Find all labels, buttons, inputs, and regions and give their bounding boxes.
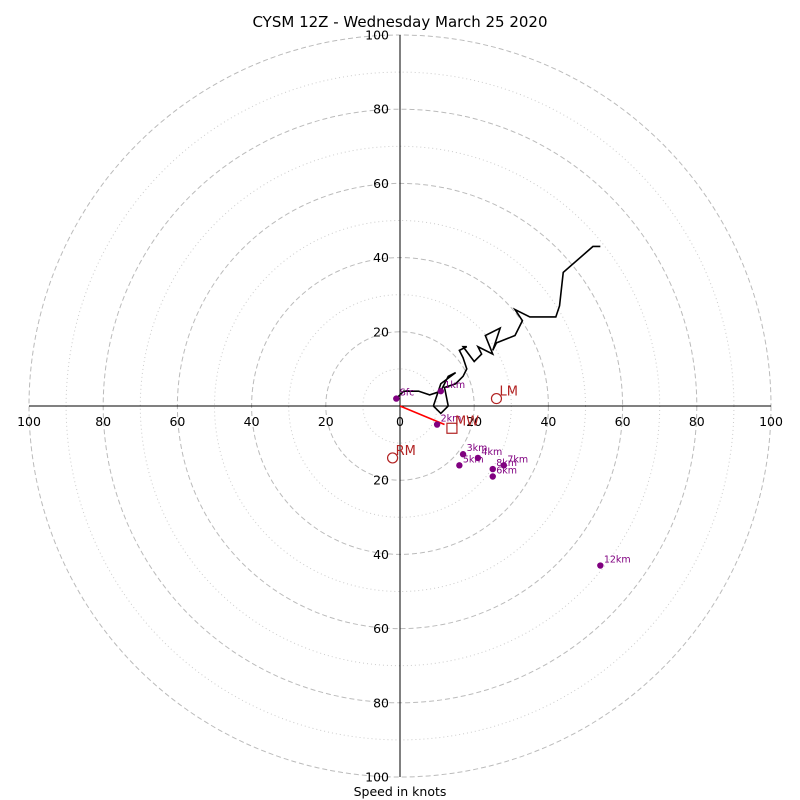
y-tick-label: 100 [365,28,389,43]
height-marker-dot [437,387,445,395]
x-tick-label: 20 [466,414,482,429]
y-tick-label: 20 [373,473,389,488]
y-tick-label: 60 [373,621,389,636]
height-marker-label: Sfc [400,388,415,399]
height-marker-label: 1km [444,380,465,391]
height-marker-label: 2km [441,414,462,425]
x-tick-label: 20 [318,414,334,429]
height-marker-label: 6km [496,465,517,476]
storm-motion-label: RM [396,444,416,459]
height-marker-dot [456,462,463,469]
storm-motion-marker [446,422,458,434]
storm-motion-markers: LM RM MW [386,385,518,464]
y-tick-label: 40 [373,250,389,265]
storm-motion-label: LM [499,385,517,400]
height-marker-dot [474,454,482,462]
x-axis-label: Speed in knots [354,784,447,799]
y-tick-label: 80 [373,102,389,117]
x-tick-label: 40 [540,414,556,429]
y-tick-label: 100 [365,770,389,785]
x-tick-label: 100 [759,414,783,429]
height-marker-dot [597,562,604,569]
x-tick-label: 60 [169,414,185,429]
x-tick-label: 60 [615,414,631,429]
storm-motion-label: MW [455,414,479,429]
height-marker-label: 8km [496,458,517,469]
height-marker-label: 12km [604,555,631,566]
x-tick-label: 0 [396,414,404,429]
y-tick-label: 60 [373,176,389,191]
height-marker-dot [393,395,400,402]
storm-motion-marker [490,392,503,405]
y-tick-label: 20 [373,324,389,339]
x-tick-label: 40 [244,414,260,429]
x-tick-label: 100 [17,414,41,429]
height-marker-label: 4km [481,447,502,458]
height-marker-dot [489,473,496,480]
y-tick-label: 80 [373,695,389,710]
height-marker-dot [500,462,508,469]
x-tick-labels: 100 80 60 40 20 0 20 40 60 80 100 [17,414,783,429]
hodograph-trace [395,245,601,415]
y-tick-labels: 100 80 60 40 20 20 40 60 80 100 [365,28,389,785]
chart-title: CYSM 12Z - Wednesday March 25 2020 [252,13,547,31]
x-tick-label: 80 [689,414,705,429]
storm-motion-marker [386,452,399,464]
height-marker-label: 5km [463,454,484,465]
height-marker-dot [459,451,467,458]
height-marker-dot [489,465,496,473]
height-marker-dot [433,421,441,428]
height-marker-label: 3km [467,443,488,454]
y-tick-label: 40 [373,547,389,562]
height-marker-label: 7km [507,454,528,465]
x-tick-label: 80 [95,414,111,429]
